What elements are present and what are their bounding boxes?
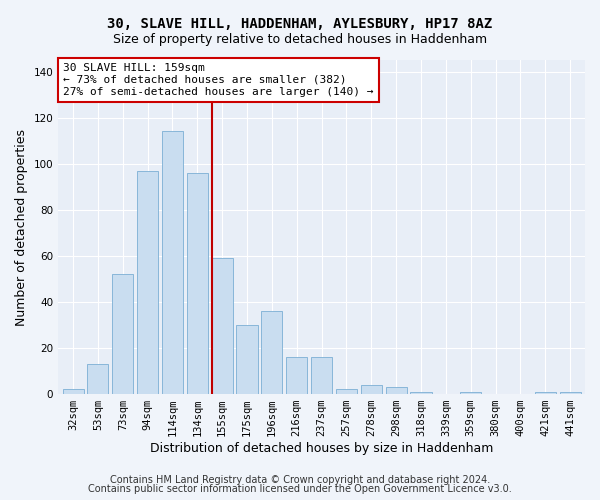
Text: Contains HM Land Registry data © Crown copyright and database right 2024.: Contains HM Land Registry data © Crown c…: [110, 475, 490, 485]
Bar: [410, 392, 431, 394]
Bar: [311, 357, 332, 394]
Bar: [535, 392, 556, 394]
Text: Size of property relative to detached houses in Haddenham: Size of property relative to detached ho…: [113, 32, 487, 46]
Text: 30, SLAVE HILL, HADDENHAM, AYLESBURY, HP17 8AZ: 30, SLAVE HILL, HADDENHAM, AYLESBURY, HP…: [107, 18, 493, 32]
Bar: [162, 132, 183, 394]
Bar: [361, 385, 382, 394]
Bar: [460, 392, 481, 394]
Bar: [560, 392, 581, 394]
Bar: [187, 173, 208, 394]
Bar: [212, 258, 233, 394]
Bar: [112, 274, 133, 394]
Bar: [88, 364, 109, 394]
Text: 30 SLAVE HILL: 159sqm
← 73% of detached houses are smaller (382)
27% of semi-det: 30 SLAVE HILL: 159sqm ← 73% of detached …: [64, 64, 374, 96]
Bar: [336, 390, 357, 394]
Bar: [137, 170, 158, 394]
Bar: [386, 387, 407, 394]
Bar: [62, 390, 83, 394]
X-axis label: Distribution of detached houses by size in Haddenham: Distribution of detached houses by size …: [150, 442, 493, 455]
Bar: [262, 311, 283, 394]
Y-axis label: Number of detached properties: Number of detached properties: [15, 128, 28, 326]
Text: Contains public sector information licensed under the Open Government Licence v3: Contains public sector information licen…: [88, 484, 512, 494]
Bar: [286, 357, 307, 394]
Bar: [236, 325, 257, 394]
